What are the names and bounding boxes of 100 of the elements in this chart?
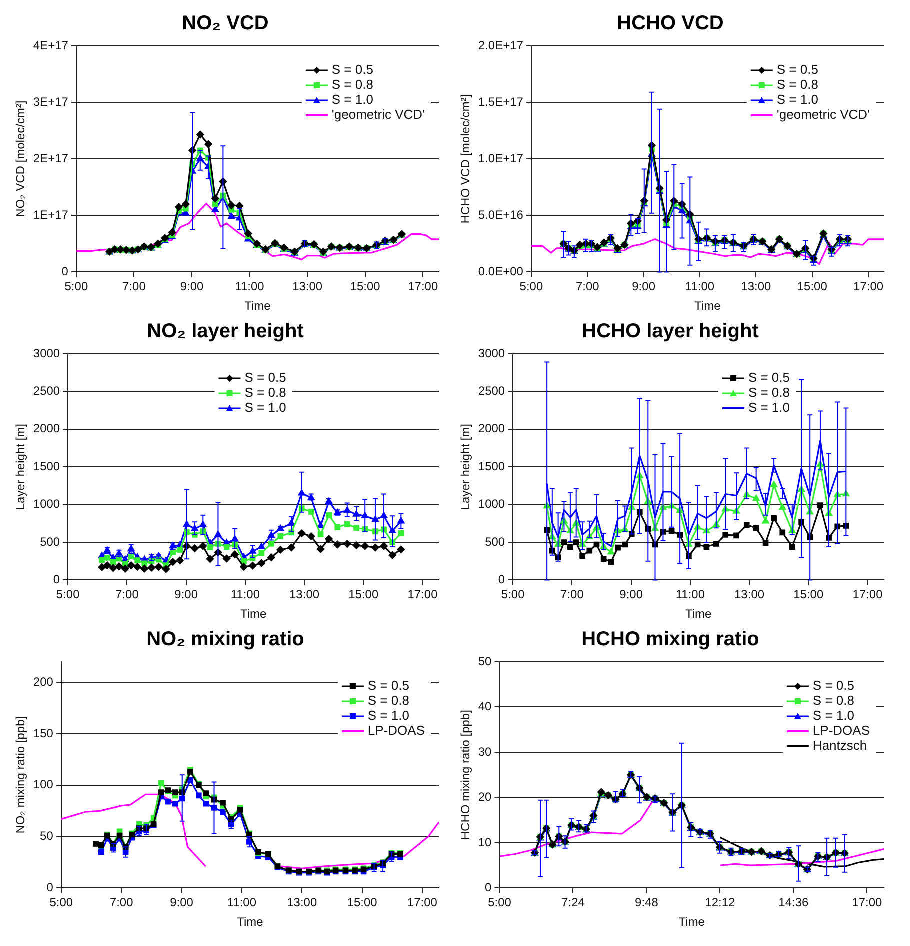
legend-label: S = 1.0 [812, 708, 854, 724]
y-tick-label: 2500 [478, 384, 506, 398]
chart-title: NO₂ mixing ratio [146, 628, 304, 651]
x-tick-label: 17:00 [852, 896, 882, 910]
y-tick-label: 40 [478, 700, 492, 714]
x-tick-label: 13:00 [287, 896, 318, 910]
x-tick-label: 5:00 [488, 896, 512, 910]
chart-title: HCHO VCD [617, 12, 724, 35]
x-tick-label: 17:00 [408, 280, 438, 294]
x-tick-label: 7:24 [562, 896, 586, 910]
x-tick-label: 15:00 [797, 280, 828, 294]
x-axis-title: Time [244, 299, 272, 314]
y-tick-label: 0 [53, 572, 60, 587]
x-tick-label: 17:00 [407, 896, 438, 910]
legend-label: LP-DOAS [812, 723, 870, 738]
x-tick-label: 11:00 [676, 588, 706, 602]
x-tick-label: 5:00 [520, 280, 544, 294]
x-tick-label: 9:00 [620, 588, 644, 602]
y-tick-label: 0 [485, 880, 492, 895]
x-tick-label: 12:12 [705, 896, 736, 910]
y-axis-title: HCHO mixing ratio [ppb] [458, 710, 473, 840]
y-tick-label: 1000 [478, 497, 506, 512]
x-tick-label: 7:00 [560, 588, 584, 602]
y-tick-label: 50 [40, 829, 54, 844]
x-tick-label: 14:36 [778, 896, 810, 910]
y-tick-label: 2E+17 [33, 151, 69, 166]
x-tick-label: 15:00 [347, 896, 378, 910]
y-axis-title: Layer height [m] [14, 424, 28, 510]
legend-label: S = 0.8 [748, 385, 790, 400]
x-tick-label: 9:00 [170, 896, 194, 910]
x-tick-label: 5:00 [64, 280, 88, 294]
x-axis-title: Time [678, 915, 706, 930]
x-tick-label: 17:00 [854, 280, 884, 294]
x-tick-label: 11:00 [227, 896, 257, 910]
y-tick-label: 100 [33, 778, 54, 792]
legend-label: S = 0.5 [748, 370, 790, 386]
chart-title: HCHO layer height [582, 320, 760, 343]
y-tick-label: 4E+17 [33, 38, 69, 52]
y-tick-label: 2.0E+17 [478, 38, 524, 52]
y-tick-label: 500 [485, 534, 506, 549]
legend-label: S = 0.8 [244, 385, 286, 400]
x-tick-label: 5:00 [50, 896, 74, 910]
legend-label: S = 0.5 [812, 678, 854, 694]
legend-label: 'geometric VCD' [332, 107, 426, 122]
legend-label: S = 1.0 [776, 92, 818, 108]
y-tick-label: 0 [46, 880, 54, 895]
y-tick-label: 1.5E+17 [478, 94, 524, 109]
y-tick-label: 30 [478, 744, 492, 759]
legend-label: S = 0.8 [368, 693, 410, 708]
x-tick-label: 13:00 [734, 588, 765, 602]
y-tick-label: 1000 [33, 497, 60, 512]
x-tick-label: 17:00 [408, 588, 438, 602]
y-tick-label: 10 [478, 835, 492, 850]
y-axis-title: NO₂ VCD [molec/cm²] [14, 100, 28, 218]
x-tick-label: 9:48 [635, 896, 659, 910]
x-tick-label: 7:00 [122, 280, 146, 294]
legend-label: S = 0.5 [368, 678, 410, 694]
legend-label: S = 1.0 [332, 92, 374, 108]
chart-title: HCHO mixing ratio [582, 628, 760, 651]
legend-label: S = 0.5 [776, 62, 818, 78]
legend-label: S = 1.0 [244, 400, 286, 416]
y-tick-label: 1500 [478, 459, 506, 474]
chart-title: NO₂ layer height [147, 320, 304, 343]
legend-label: S = 1.0 [368, 708, 410, 724]
y-axis-title: HCHO VCD [molec/cm²] [458, 94, 473, 224]
x-tick-label: 11:00 [235, 280, 265, 294]
y-tick-label: 0 [62, 264, 69, 279]
x-tick-label: 15:00 [350, 280, 381, 294]
x-tick-label: 5:00 [501, 588, 526, 602]
legend-label: S = 0.8 [776, 77, 818, 92]
y-tick-label: 3000 [478, 346, 506, 360]
x-axis-title: Time [237, 915, 264, 930]
x-tick-label: 13:00 [290, 588, 320, 602]
x-tick-label: 7:00 [576, 280, 600, 294]
legend-label: S = 1.0 [748, 400, 790, 416]
y-axis-title: NO₂ mixing ratio [ppb] [14, 716, 28, 834]
y-axis-title: Layer height [m] [458, 424, 473, 510]
y-tick-label: 1E+17 [33, 208, 69, 222]
y-tick-label: 2000 [33, 422, 60, 436]
x-tick-label: 15:00 [794, 588, 824, 602]
y-tick-label: 1.0E+17 [478, 151, 524, 166]
legend-label: S = 0.5 [244, 370, 286, 386]
y-tick-label: 2000 [478, 422, 506, 436]
legend-label: Hantzsch [812, 738, 868, 754]
y-tick-label: 3E+17 [33, 94, 69, 109]
y-tick-label: 500 [40, 534, 60, 549]
y-tick-label: 1500 [33, 459, 60, 474]
legend-label: S = 0.8 [812, 693, 854, 708]
x-axis-title: Time [685, 607, 712, 622]
x-tick-label: 13:00 [741, 280, 772, 294]
chart-title: NO₂ VCD [182, 12, 269, 35]
y-tick-label: 5.0E+16 [478, 208, 524, 222]
x-tick-label: 11:00 [685, 280, 715, 294]
y-tick-label: 2500 [33, 384, 60, 398]
x-tick-label: 17:00 [852, 588, 884, 602]
legend-label: 'geometric VCD' [776, 107, 870, 122]
x-tick-label: 11:00 [230, 588, 260, 602]
x-tick-label: 9:00 [174, 588, 198, 602]
x-tick-label: 5:00 [56, 588, 80, 602]
x-axis-title: Time [240, 607, 267, 622]
